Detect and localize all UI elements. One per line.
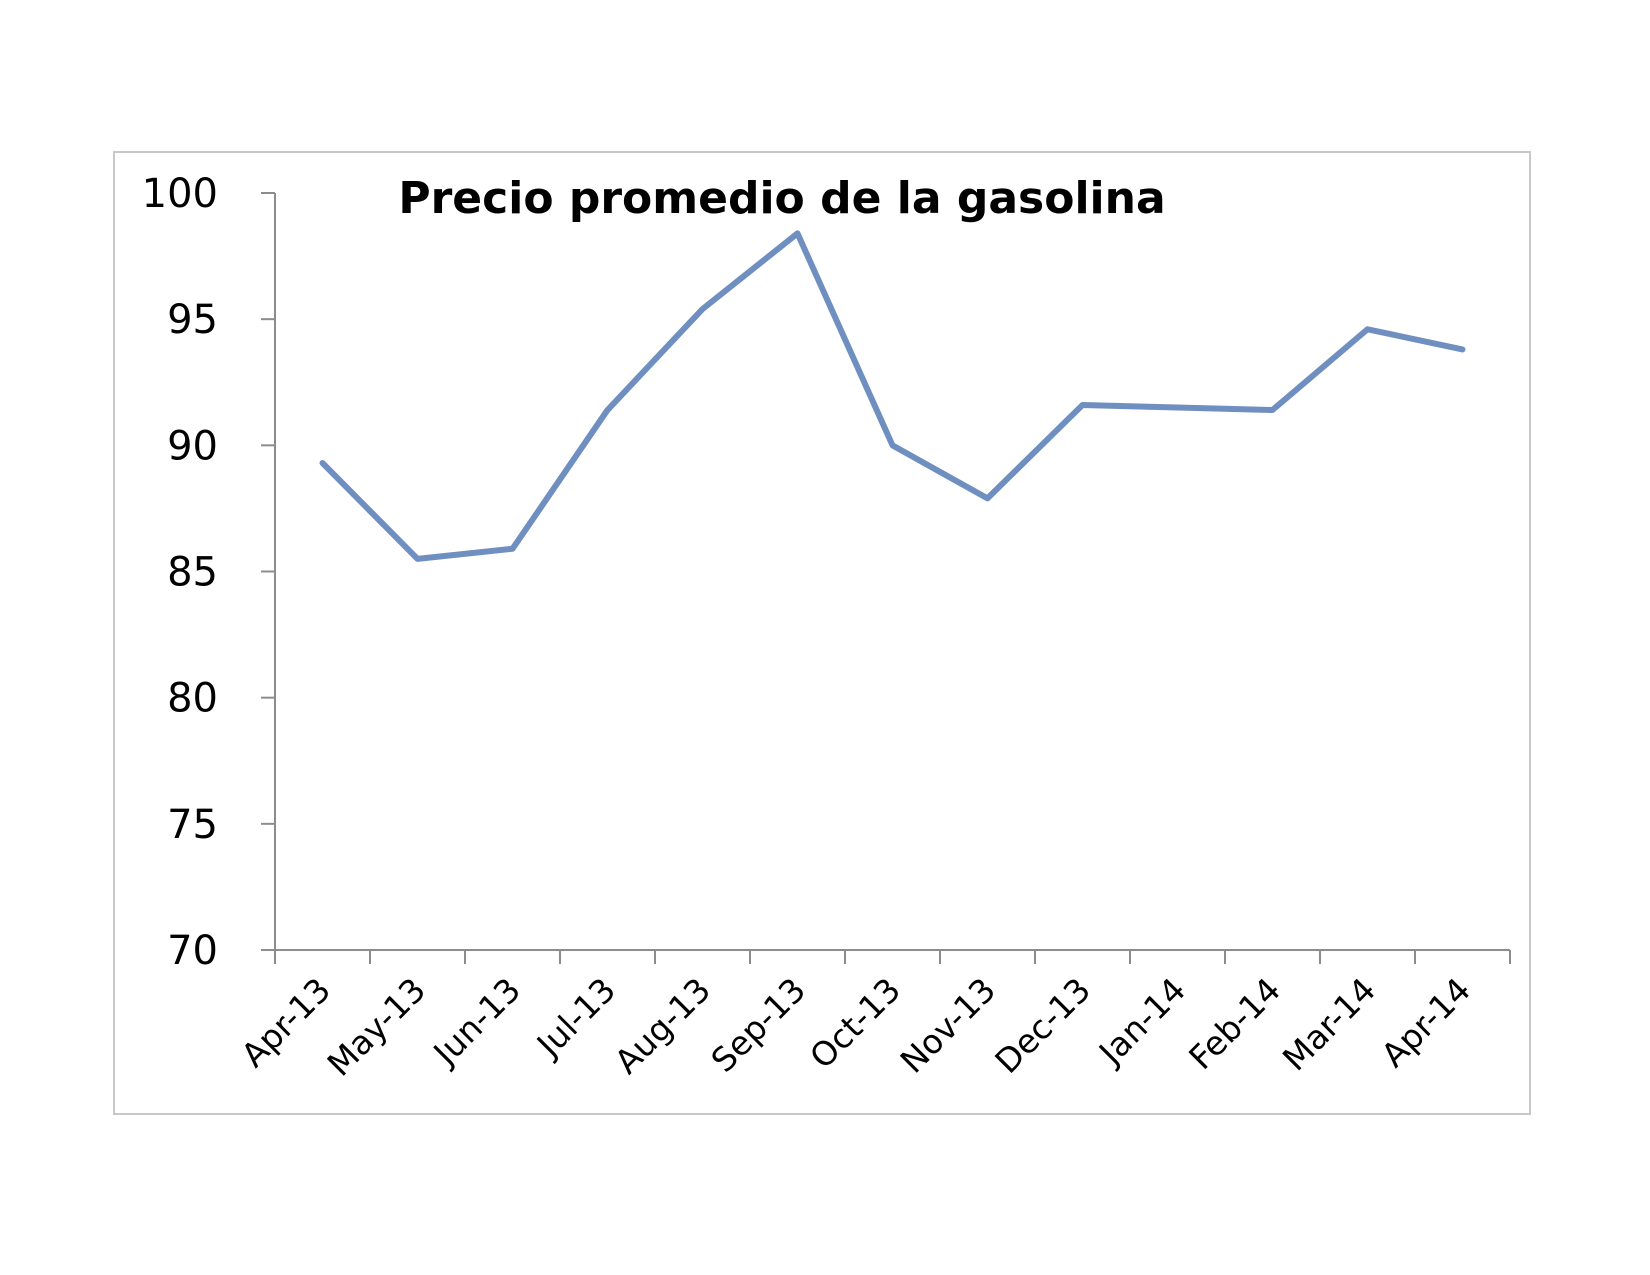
y-tick-label: 70	[167, 928, 218, 974]
x-tick-label: Jan-14	[1090, 970, 1193, 1073]
series-line	[319, 230, 1466, 562]
y-tick-label: 100	[142, 171, 218, 217]
y-axis-ticks: 100 95 90 85 80 75 70	[142, 171, 275, 974]
x-tick-label: Apr-14	[1374, 970, 1479, 1075]
x-tick-label: Jun-13	[425, 970, 529, 1074]
x-tick-label: May-13	[320, 970, 434, 1084]
x-tick-label: Dec-13	[987, 970, 1098, 1081]
x-tick-label: Mar-14	[1275, 970, 1383, 1078]
series-layer	[319, 230, 1466, 562]
y-tick-label: 80	[167, 676, 218, 722]
chart-title: Precio promedio de la gasolina	[398, 173, 1165, 224]
x-tick-label: Aug-13	[607, 970, 718, 1081]
y-tick-label: 85	[167, 550, 218, 596]
x-tick-label: Oct-13	[802, 970, 908, 1076]
x-tick-label: Nov-13	[893, 970, 1004, 1081]
x-tick-label: Sep-13	[703, 970, 813, 1080]
y-tick-label: 95	[167, 297, 218, 343]
y-tick-label: 90	[167, 423, 218, 469]
chart-frame	[113, 151, 1531, 1115]
x-tick-label: Feb-14	[1181, 970, 1288, 1077]
y-tick-label: 75	[167, 802, 218, 848]
